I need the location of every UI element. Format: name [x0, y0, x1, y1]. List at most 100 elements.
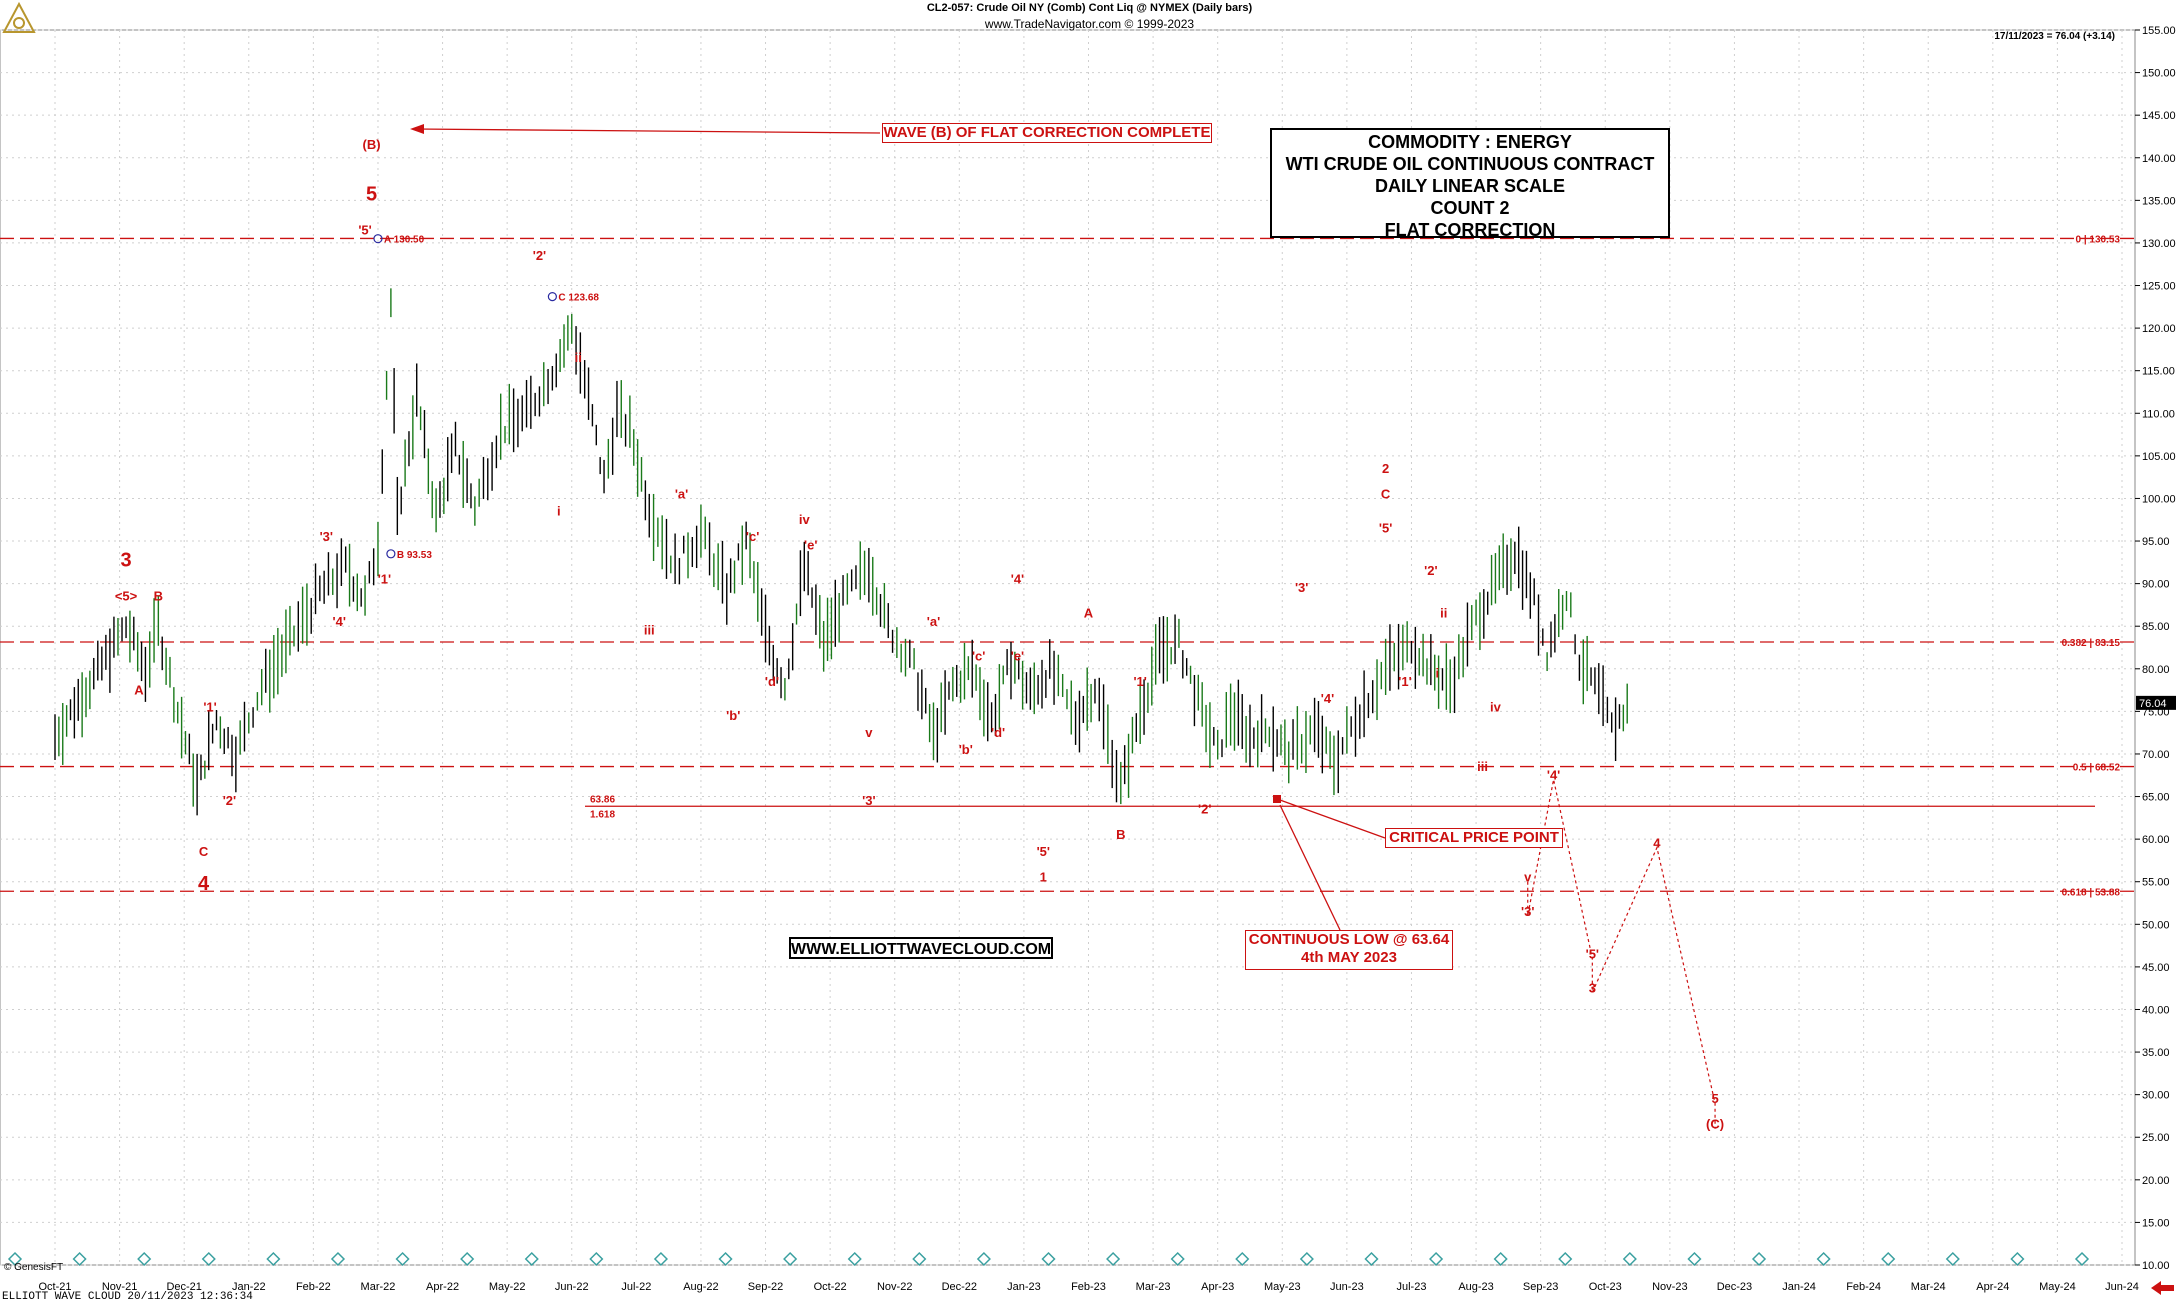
price-tick-label: 120.00 [2142, 323, 2176, 335]
price-tick-label: 55.00 [2142, 877, 2170, 889]
pivot-annotation: B 93.53 [397, 550, 432, 561]
wave-label: 'c' [746, 529, 759, 544]
diamond-event-icon [524, 1251, 539, 1267]
wave-label: A [134, 682, 144, 697]
scroll-left-arrow-icon[interactable] [2151, 1280, 2175, 1296]
wave-label: 2 [1382, 461, 1389, 476]
diamond-event-icon [1170, 1251, 1185, 1267]
date-tick-label: Oct-23 [1589, 1281, 1622, 1293]
price-tick-label: 35.00 [2142, 1047, 2170, 1059]
genesis-logo-icon [2, 1, 36, 36]
diamond-event-icon [1235, 1251, 1250, 1267]
date-tick-label: Oct-21 [38, 1281, 71, 1293]
price-tick-label: 130.00 [2142, 238, 2176, 250]
price-tick-label: 150.00 [2142, 68, 2176, 80]
price-tick-label: 85.00 [2142, 621, 2170, 633]
wave-label: 'b' [959, 742, 973, 757]
date-tick-label: Dec-23 [1717, 1281, 1752, 1293]
low-marker [1273, 795, 1281, 803]
date-tick-label: Feb-22 [296, 1281, 331, 1293]
price-tick-label: 40.00 [2142, 1004, 2170, 1016]
chart-title: CL2-057: Crude Oil NY (Comb) Cont Liq @ … [926, 2, 1253, 14]
footer-status: ELLIOTT WAVE CLOUD 20/11/2023 12:36:34 [2, 1291, 253, 1303]
date-tick-label: Apr-24 [1976, 1281, 2009, 1293]
diamond-event-icon [847, 1251, 862, 1267]
wave-label: 'c' [972, 648, 985, 663]
wave-label: iv [1490, 699, 1502, 714]
diamond-event-icon [2010, 1251, 2025, 1267]
date-tick-label: Sep-23 [1523, 1281, 1558, 1293]
current-price-label: 76.04 [2139, 698, 2167, 710]
wave-label: 4 [1653, 836, 1661, 851]
price-tick-label: 90.00 [2142, 579, 2170, 591]
diamond-event-icon [1429, 1251, 1444, 1267]
price-tick-label: 95.00 [2142, 536, 2170, 548]
website-label[interactable]: WWW.ELLIOTTWAVECLOUD.COM [789, 937, 1053, 959]
price-tick-label: 45.00 [2142, 962, 2170, 974]
date-tick-label: Mar-22 [361, 1281, 396, 1293]
diamond-event-icon [718, 1251, 733, 1267]
wave-label: '3' [862, 793, 875, 808]
low-line-2: 4th MAY 2023 [1301, 949, 1397, 966]
pivot-marker [547, 291, 557, 302]
wave-label: 'e' [804, 538, 817, 553]
date-tick-label: Apr-22 [426, 1281, 459, 1293]
diamond-event-icon [7, 1251, 23, 1267]
date-tick-label: Nov-22 [877, 1281, 912, 1293]
price-tick-label: 110.00 [2142, 408, 2175, 420]
date-tick-label: May-23 [1264, 1281, 1301, 1293]
wave-label: (B) [362, 137, 380, 152]
wave-label: 5 [1711, 1091, 1718, 1106]
wave-label: (C) [1706, 1117, 1724, 1132]
date-tick-label: Mar-23 [1136, 1281, 1171, 1293]
date-tick-label: Sep-22 [748, 1281, 783, 1293]
date-tick-label: May-22 [489, 1281, 526, 1293]
diamond-event-icon [976, 1251, 991, 1267]
date-tick-label: Apr-23 [1201, 1281, 1234, 1293]
wave-label: iv [799, 512, 811, 527]
projection-path [1527, 779, 1716, 1129]
wave-label: i [1435, 665, 1439, 680]
wave-label: ii [1440, 606, 1447, 621]
diamond-event-icon [1041, 1251, 1056, 1267]
price-tick-label: 105.00 [2142, 451, 2176, 463]
info-line: COUNT 2 [1430, 198, 1510, 218]
wave-label: 'b' [726, 708, 740, 723]
wave-label: '4' [1547, 768, 1560, 783]
price-tick-label: 70.00 [2142, 749, 2170, 761]
diamond-event-icon [1816, 1251, 1831, 1267]
date-tick-label: Aug-22 [683, 1281, 718, 1293]
diamond-event-icon [395, 1251, 410, 1267]
info-line: COMMODITY : ENERGY [1368, 132, 1572, 152]
diamond-event-icon [1558, 1251, 1573, 1267]
date-tick-label: May-24 [2039, 1281, 2076, 1293]
diamond-event-icon [330, 1251, 346, 1267]
wave-label: '4' [1321, 691, 1334, 706]
date-tick-label: Jun-24 [2105, 1281, 2139, 1293]
diamond-event-icon [137, 1251, 152, 1267]
date-tick-label: Dec-22 [942, 1281, 977, 1293]
wave-label: '5' [1586, 946, 1599, 961]
wave-b-callout: WAVE (B) OF FLAT CORRECTION COMPLETE [882, 123, 1212, 143]
wave-label: '2' [223, 793, 236, 808]
info-line: FLAT CORRECTION [1384, 220, 1556, 240]
diamond-event-icon [2074, 1251, 2090, 1267]
wave-label: 'd' [991, 725, 1005, 740]
diamond-event-icon [589, 1251, 604, 1267]
diamond-event-icon [1881, 1251, 1896, 1267]
wave-label: 'a' [927, 614, 940, 629]
date-tick-label: Jan-24 [1782, 1281, 1816, 1293]
fib-level-label: 63.86 [590, 794, 615, 805]
diamond-event-icon [653, 1251, 668, 1267]
wave-label: iii [1477, 759, 1488, 774]
diamond-event-icon [1751, 1251, 1767, 1267]
wave-label: 5 [366, 183, 377, 205]
wave-label: '3' [1295, 580, 1308, 595]
wave-label: C [1381, 486, 1391, 501]
wave-label: '5' [1379, 521, 1392, 536]
wave-label: v [1524, 870, 1532, 885]
wave-label: '3' [320, 529, 333, 544]
wave-label: i [557, 503, 561, 518]
wave-label: 'e' [1011, 648, 1024, 663]
